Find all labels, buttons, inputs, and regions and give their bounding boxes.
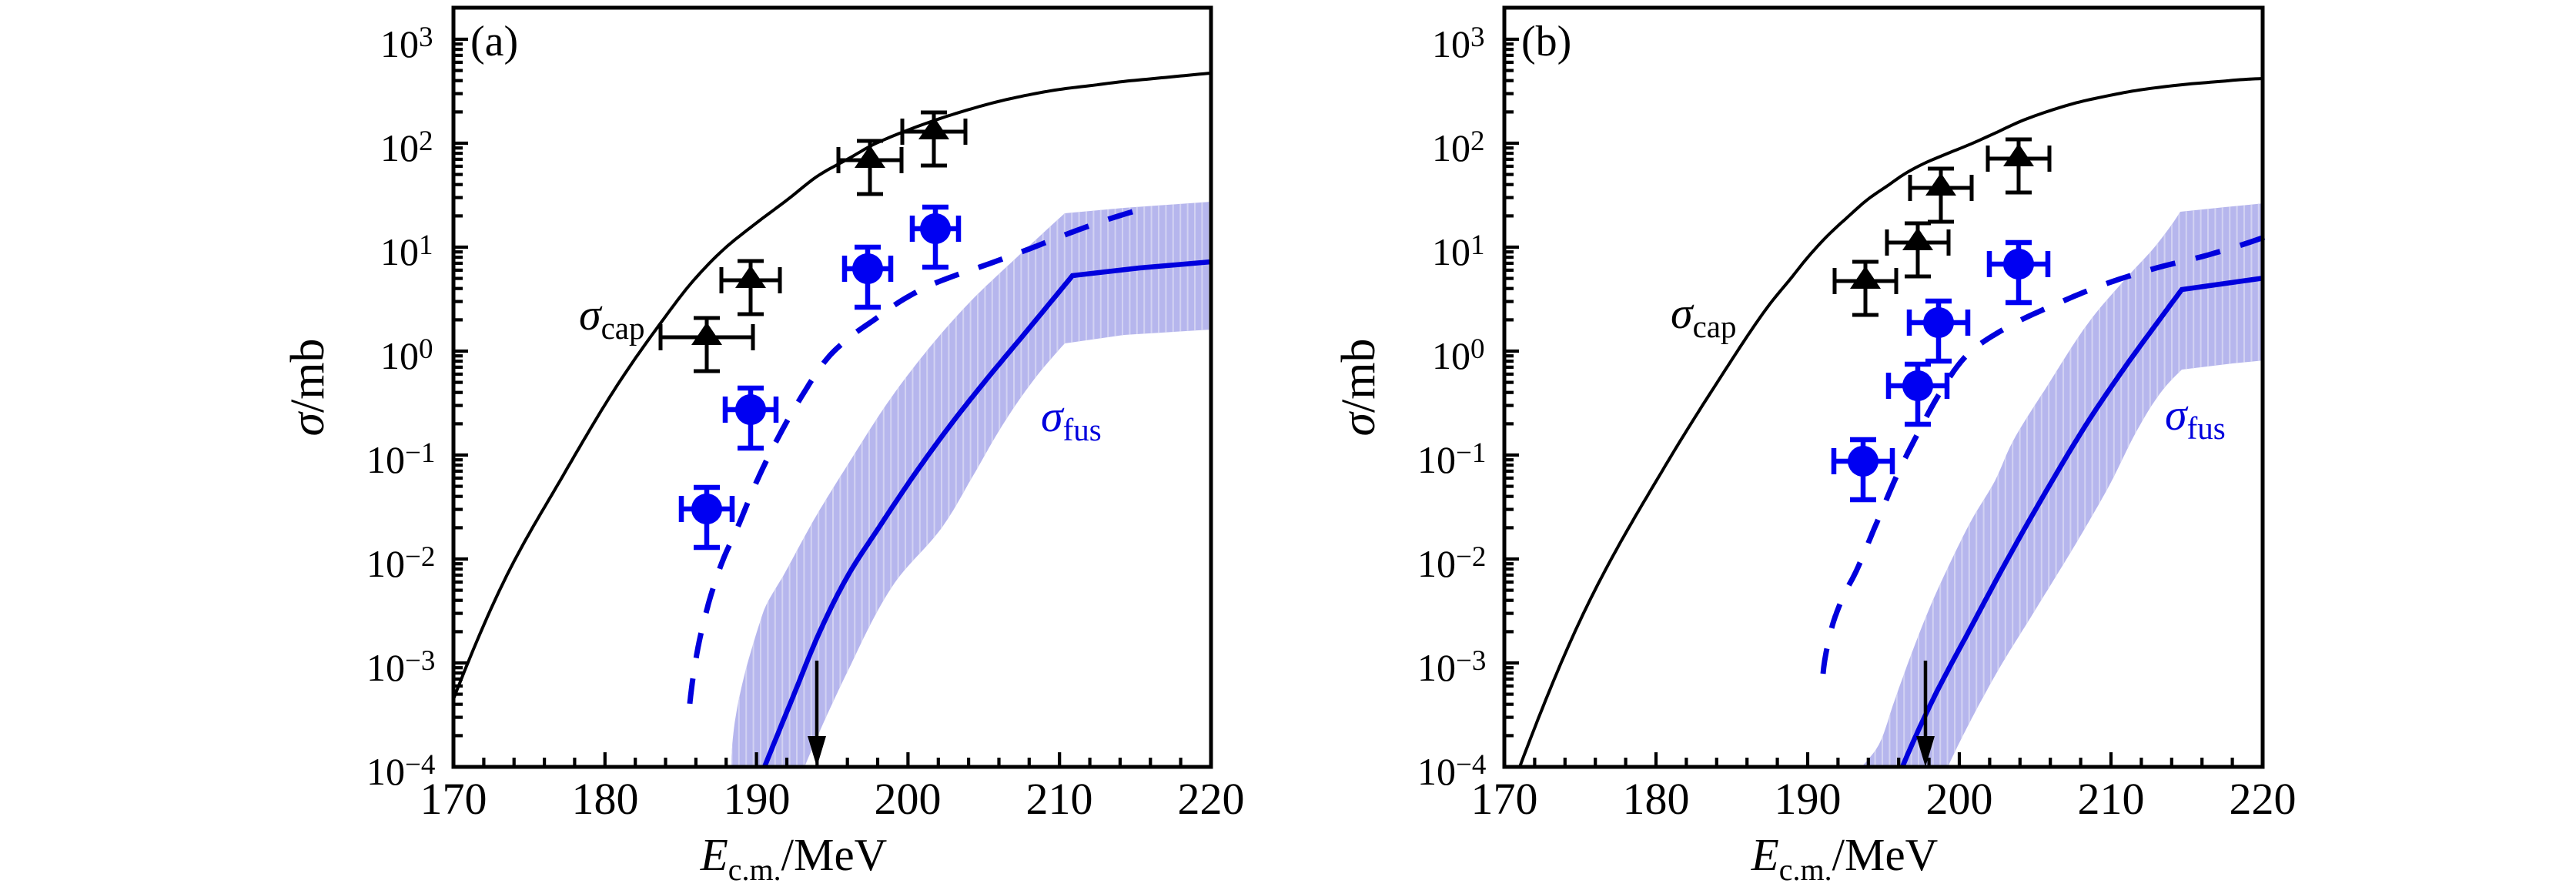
svg-text:190: 190 — [1775, 774, 1842, 824]
svg-text:(b): (b) — [1521, 18, 1571, 65]
svg-text:170: 170 — [1471, 774, 1538, 824]
svg-text:0: 0 — [1470, 333, 1485, 365]
svg-text:170: 170 — [420, 774, 487, 824]
svg-text:−2: −2 — [1456, 541, 1486, 573]
svg-text:190: 190 — [724, 774, 791, 824]
svg-text:200: 200 — [875, 774, 942, 824]
svg-text:3: 3 — [1470, 22, 1485, 53]
svg-text:10: 10 — [380, 230, 419, 273]
svg-text:−1: −1 — [1456, 437, 1486, 469]
svg-text:(a): (a) — [470, 18, 518, 65]
svg-text:180: 180 — [1623, 774, 1690, 824]
svg-text:10: 10 — [1432, 22, 1470, 65]
svg-text:2: 2 — [1470, 126, 1485, 157]
svg-text:10: 10 — [1417, 438, 1456, 481]
svg-text:220: 220 — [1178, 774, 1245, 824]
svg-text:220: 220 — [2230, 774, 2297, 824]
svg-text:10: 10 — [1417, 646, 1456, 689]
svg-text:10: 10 — [366, 646, 405, 689]
svg-text:10: 10 — [1432, 230, 1470, 273]
svg-text:σcap: σcap — [1671, 288, 1737, 344]
svg-text:10: 10 — [366, 542, 405, 585]
svg-text:210: 210 — [1026, 774, 1093, 824]
svg-text:3: 3 — [419, 22, 433, 53]
svg-text:σfus: σfus — [1041, 391, 1102, 447]
svg-text:10: 10 — [1417, 750, 1456, 793]
svg-text:Ec.m./MeV: Ec.m./MeV — [1751, 829, 1939, 887]
svg-text:−2: −2 — [405, 541, 435, 573]
svg-text:10: 10 — [1432, 126, 1470, 169]
svg-text:1: 1 — [419, 229, 433, 261]
svg-text:−4: −4 — [1456, 749, 1486, 781]
svg-text:σ/mb: σ/mb — [1333, 338, 1385, 436]
svg-text:2: 2 — [419, 126, 433, 157]
svg-text:−1: −1 — [405, 437, 435, 469]
svg-text:−4: −4 — [405, 749, 435, 781]
svg-text:−3: −3 — [1456, 645, 1486, 677]
svg-text:10: 10 — [380, 22, 419, 65]
svg-text:210: 210 — [2078, 774, 2145, 824]
svg-text:σfus: σfus — [2165, 390, 2226, 446]
svg-text:−3: −3 — [405, 645, 435, 677]
svg-text:10: 10 — [1432, 334, 1470, 377]
svg-text:10: 10 — [380, 126, 419, 169]
svg-text:10: 10 — [366, 438, 405, 481]
svg-text:10: 10 — [1417, 542, 1456, 585]
svg-text:Ec.m./MeV: Ec.m./MeV — [700, 829, 888, 887]
svg-text:180: 180 — [572, 774, 639, 824]
svg-text:σ/mb: σ/mb — [282, 338, 334, 436]
svg-text:10: 10 — [366, 750, 405, 793]
svg-text:10: 10 — [380, 334, 419, 377]
svg-text:1: 1 — [1470, 229, 1485, 261]
svg-text:0: 0 — [419, 333, 433, 365]
svg-text:200: 200 — [1926, 774, 1993, 824]
svg-text:σcap: σcap — [579, 290, 645, 346]
